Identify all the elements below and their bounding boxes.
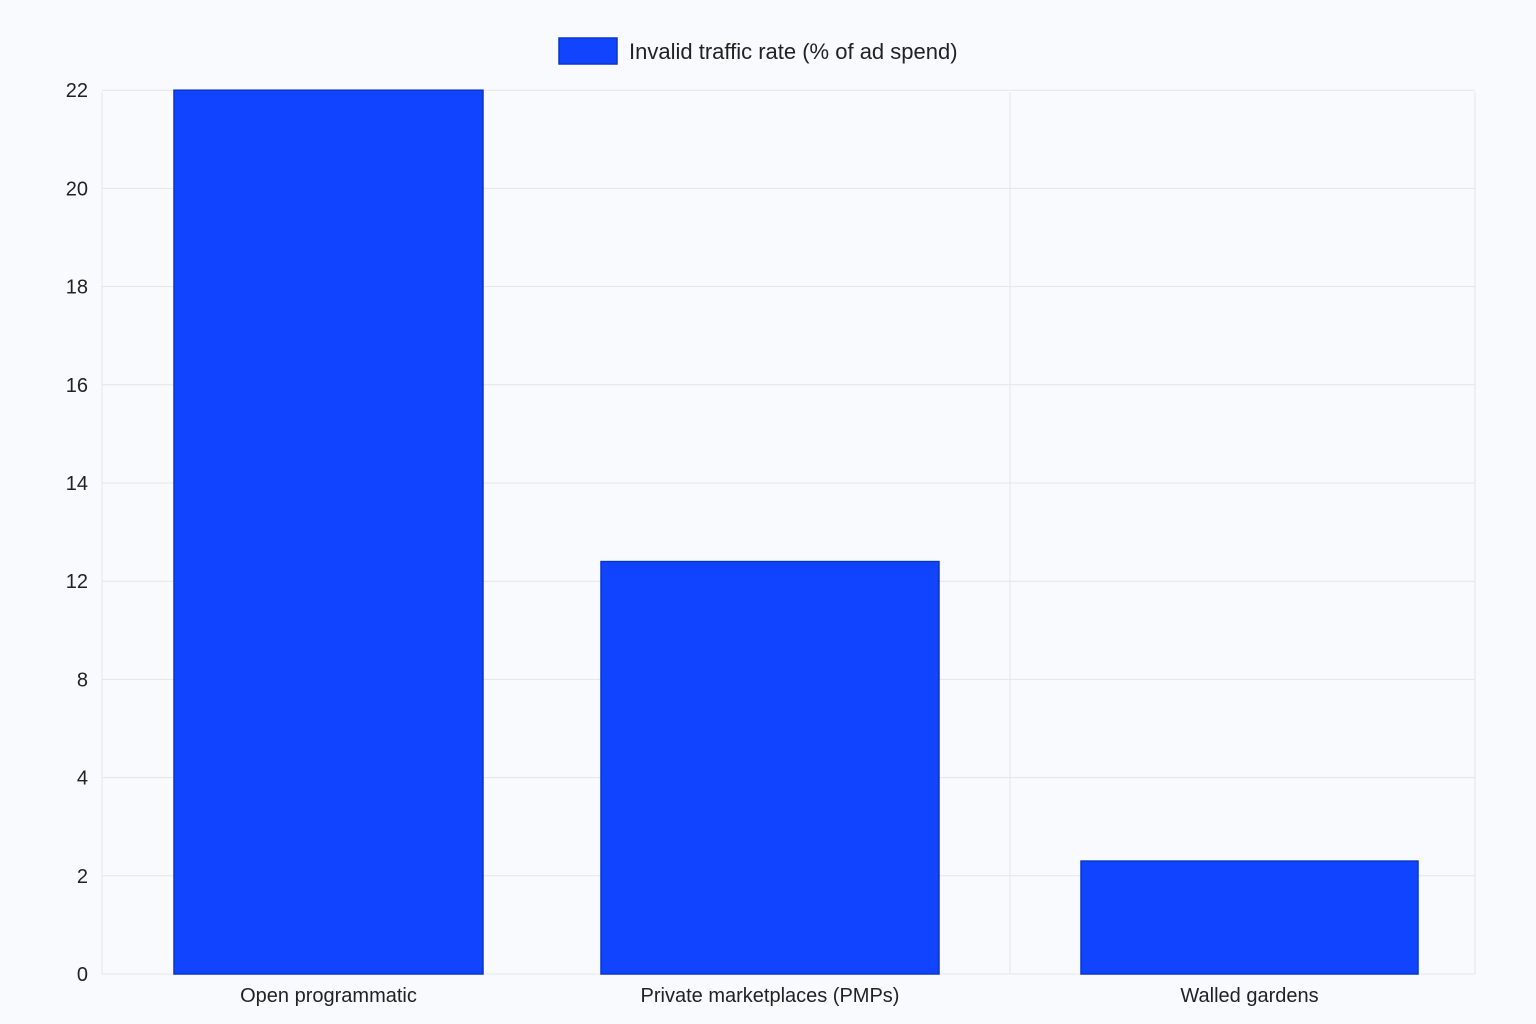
y-tick-label: 18 bbox=[66, 277, 88, 299]
bars bbox=[173, 89, 1419, 975]
y-tick-label: 2 bbox=[77, 866, 88, 888]
x-category-label: Open programmatic bbox=[240, 985, 417, 1007]
y-axis-ticks: 0 2 4 8 12 14 16 18 20 22 bbox=[66, 80, 88, 986]
x-category-label: Private marketplaces (PMPs) bbox=[641, 985, 900, 1007]
legend-label: Invalid traffic rate (% of ad spend) bbox=[629, 39, 958, 64]
y-tick-label: 8 bbox=[77, 669, 88, 691]
y-tick-label: 12 bbox=[66, 571, 88, 593]
y-tick-label: 4 bbox=[77, 768, 88, 790]
legend: Invalid traffic rate (% of ad spend) bbox=[558, 37, 958, 65]
bar bbox=[1080, 860, 1419, 975]
legend-swatch bbox=[558, 37, 618, 65]
y-tick-label: 20 bbox=[66, 178, 88, 200]
bar bbox=[173, 89, 484, 975]
x-category-label: Walled gardens bbox=[1180, 985, 1318, 1007]
bar bbox=[600, 560, 940, 975]
y-tick-label: 14 bbox=[66, 473, 88, 495]
y-tick-label: 22 bbox=[66, 80, 88, 102]
y-tick-label: 0 bbox=[77, 964, 88, 986]
x-axis-labels: Open programmatic Private marketplaces (P… bbox=[240, 985, 1318, 1007]
y-tick-label: 16 bbox=[66, 375, 88, 397]
